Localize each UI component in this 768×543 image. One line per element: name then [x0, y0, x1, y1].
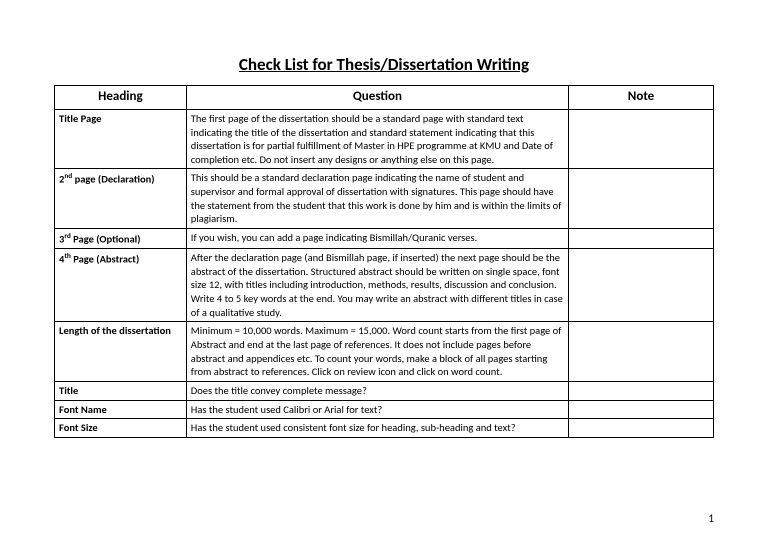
row-note	[569, 169, 714, 229]
row-question: This should be a standard declaration pa…	[186, 169, 568, 229]
row-heading: 2nd page (Declaration)	[55, 169, 187, 229]
row-note	[569, 381, 714, 400]
page-number: 1	[708, 512, 714, 525]
row-question: Minimum = 10,000 words. Maximum = 15,000…	[186, 322, 568, 382]
row-note	[569, 322, 714, 382]
row-heading: 3rd Page (Optional)	[55, 229, 187, 249]
row-question: The first page of the dissertation shoul…	[186, 109, 568, 169]
row-heading: Font Size	[55, 419, 187, 438]
table-header-row: Heading Question Note	[55, 86, 714, 110]
table-row: 2nd page (Declaration) This should be a …	[55, 169, 714, 229]
row-question: After the declaration page (and Bismilla…	[186, 249, 568, 322]
row-heading: Title	[55, 381, 187, 400]
row-heading: Font Name	[55, 400, 187, 419]
col-header-note: Note	[569, 86, 714, 110]
table-row: Font Name Has the student used Calibri o…	[55, 400, 714, 419]
table-row: Title Does the title convey complete mes…	[55, 381, 714, 400]
document-page: Check List for Thesis/Dissertation Writi…	[0, 0, 768, 543]
checklist-table: Heading Question Note Title Page The fir…	[54, 85, 714, 438]
table-row: Length of the dissertation Minimum = 10,…	[55, 322, 714, 382]
row-question: Does the title convey complete message?	[186, 381, 568, 400]
row-question: If you wish, you can add a page indicati…	[186, 229, 568, 249]
table-row: 4th Page (Abstract) After the declaratio…	[55, 249, 714, 322]
row-heading: 4th Page (Abstract)	[55, 249, 187, 322]
row-note	[569, 400, 714, 419]
table-row: 3rd Page (Optional) If you wish, you can…	[55, 229, 714, 249]
row-question: Has the student used consistent font siz…	[186, 419, 568, 438]
row-note	[569, 109, 714, 169]
row-heading: Title Page	[55, 109, 187, 169]
table-body: Title Page The first page of the dissert…	[55, 109, 714, 437]
row-note	[569, 419, 714, 438]
table-row: Title Page The first page of the dissert…	[55, 109, 714, 169]
row-note	[569, 229, 714, 249]
row-question: Has the student used Calibri or Arial fo…	[186, 400, 568, 419]
page-title: Check List for Thesis/Dissertation Writi…	[54, 54, 714, 75]
col-header-question: Question	[186, 86, 568, 110]
table-row: Font Size Has the student used consisten…	[55, 419, 714, 438]
row-note	[569, 249, 714, 322]
col-header-heading: Heading	[55, 86, 187, 110]
row-heading: Length of the dissertation	[55, 322, 187, 382]
